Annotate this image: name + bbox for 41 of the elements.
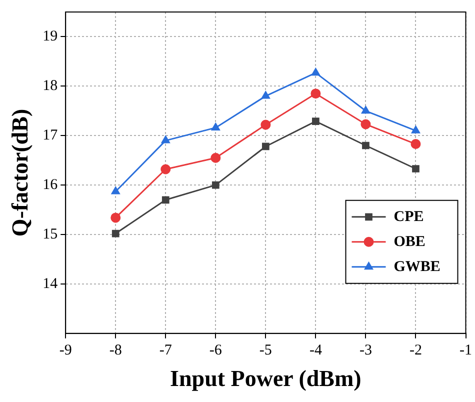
x-tick-label: -6 — [209, 342, 222, 358]
point — [212, 181, 220, 189]
x-tick-label: -2 — [409, 342, 422, 358]
point — [360, 119, 371, 130]
y-tick-label: 16 — [42, 177, 58, 193]
point — [210, 152, 221, 163]
y-tick-label: 15 — [42, 226, 58, 242]
x-tick-label: -4 — [309, 342, 322, 358]
y-axis-title: Q-factor(dB) — [8, 108, 33, 237]
y-tick-label: 14 — [42, 276, 58, 292]
point — [110, 212, 121, 223]
point — [112, 230, 120, 238]
point — [260, 120, 271, 130]
point — [262, 142, 270, 150]
y-tick-label: 18 — [42, 78, 58, 94]
point — [410, 139, 421, 150]
point — [361, 106, 370, 114]
point — [362, 142, 370, 150]
y-tick-label: 19 — [42, 28, 58, 45]
x-tick-label: -9 — [59, 342, 72, 358]
point — [412, 165, 420, 172]
point — [310, 88, 321, 99]
point — [311, 68, 320, 76]
y-tick-label: 17 — [42, 128, 58, 144]
legend-label: CPE — [394, 208, 424, 225]
x-tick-label: -7 — [159, 342, 172, 358]
point — [261, 91, 270, 99]
x-axis-title: Input Power (dBm) — [170, 366, 362, 392]
point — [111, 186, 120, 194]
point — [161, 136, 170, 144]
x-tick-label: -8 — [109, 342, 122, 358]
x-tick-label: -3 — [359, 342, 372, 358]
legend-label: GWBE — [394, 258, 440, 275]
point — [211, 122, 220, 130]
point — [411, 126, 420, 134]
point — [162, 196, 170, 204]
point — [160, 164, 171, 174]
x-tick-label: -1 — [460, 342, 472, 358]
point — [312, 118, 320, 125]
legend-label: OBE — [394, 234, 426, 250]
x-tick-label: -5 — [259, 342, 272, 358]
